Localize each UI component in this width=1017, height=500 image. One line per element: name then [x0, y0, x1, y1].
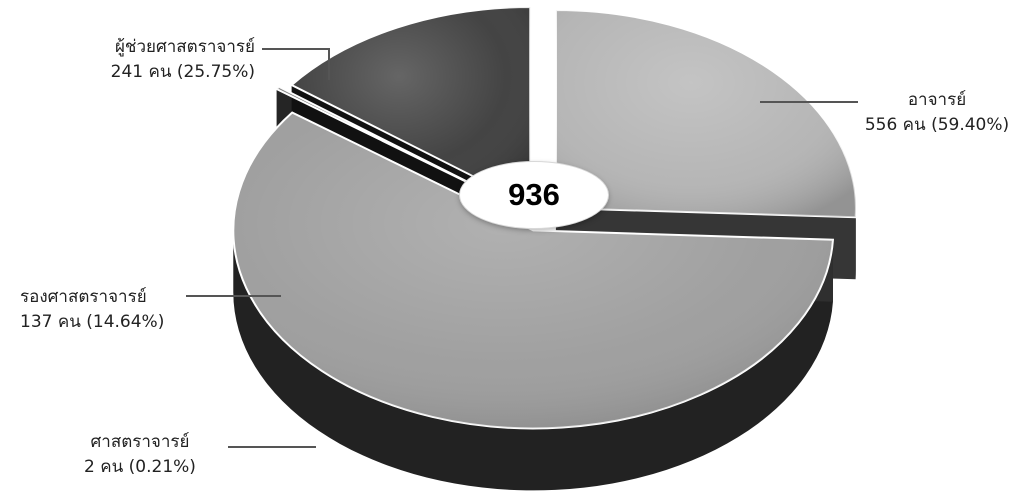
slice-value: 241 คน (25.75%) — [110, 62, 255, 82]
slice-name: ผู้ช่วยศาสตราจารย์ — [114, 37, 255, 57]
pie-slice-sheen-0 — [555, 9, 856, 218]
leader-line-assistant-professor — [262, 48, 330, 50]
leader-line-assistant-professor-drop — [328, 48, 330, 80]
slice-label-professor: ศาสตราจารย์ 2 คน (0.21%) — [60, 430, 220, 480]
pie-slice-sheen-1 — [233, 112, 833, 429]
slice-value: 556 คน (59.40%) — [864, 115, 1010, 135]
slice-value: 137 คน (14.64%) — [20, 312, 165, 332]
slice-name: รองศาสตราจารย์ — [20, 287, 147, 307]
leader-line-lecturer — [760, 101, 858, 103]
slice-label-associate-professor: รองศาสตราจารย์ 137 คน (14.64%) — [20, 285, 164, 335]
slice-value: 2 คน (0.21%) — [84, 457, 196, 477]
total-count-badge: 936 — [460, 162, 608, 228]
slice-label-assistant-professor: ผู้ช่วยศาสตราจารย์ 241 คน (25.75%) — [111, 35, 255, 85]
slice-name: อาจารย์ — [907, 90, 967, 110]
pie-slice-side-1 — [233, 230, 833, 491]
slice-label-lecturer: อาจารย์ 556 คน (59.40%) — [862, 88, 1012, 138]
pie-slice-sheen-2 — [276, 86, 518, 207]
leader-line-professor — [228, 446, 316, 448]
slice-name: ศาสตราจารย์ — [90, 432, 190, 452]
leader-line-associate-professor — [186, 295, 281, 297]
pie-slice-sheen-3 — [291, 6, 531, 205]
